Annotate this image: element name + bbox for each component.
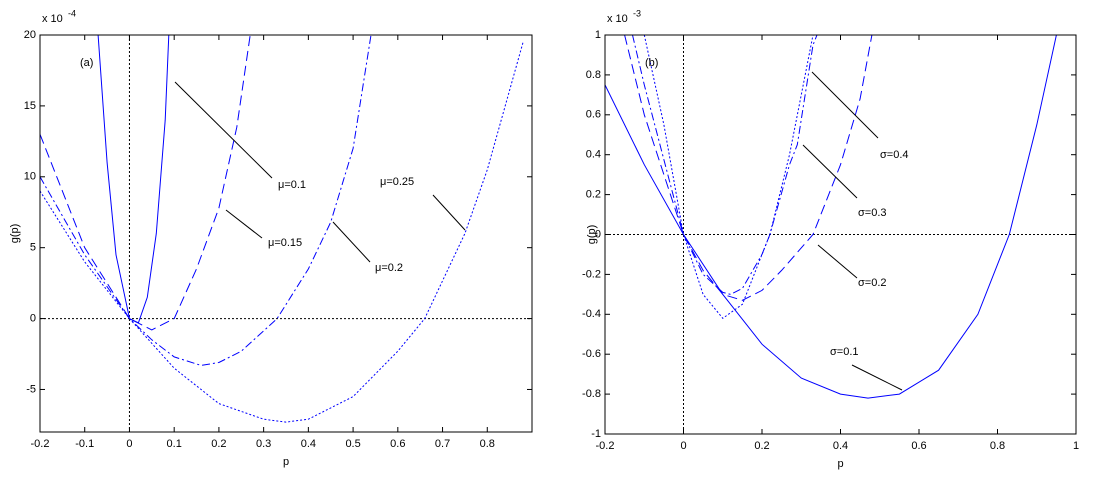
x-tick-label: 0.2 <box>211 438 226 450</box>
curve-label: σ=0.3 <box>858 207 887 219</box>
x-tick-label: 0.8 <box>480 438 495 450</box>
curve <box>40 35 251 331</box>
leader-line <box>817 244 858 279</box>
leader-line <box>332 221 371 263</box>
curve-label: σ=0.2 <box>858 277 887 289</box>
y-tick-label: 0 <box>595 228 601 240</box>
axis-multiplier-exponent: -4 <box>68 8 76 18</box>
curve-label: μ=0.1 <box>278 179 306 191</box>
y-tick-label: 1 <box>595 29 601 41</box>
y-tick-label: 0.2 <box>586 189 601 201</box>
x-tick-label: -0.2 <box>31 438 50 450</box>
leader-line <box>851 364 903 391</box>
y-tick-label: 5 <box>30 242 36 254</box>
y-tick-label: 0.8 <box>586 69 601 81</box>
y-tick-label: -0.8 <box>582 388 601 400</box>
curve <box>40 41 524 423</box>
x-tick-label: 0.6 <box>911 440 926 452</box>
axis-multiplier: x 10 <box>42 13 63 25</box>
x-tick-label: 0.3 <box>256 438 271 450</box>
x-tick-label: 0.4 <box>833 440 848 452</box>
curve <box>632 35 818 295</box>
x-tick-label: 0.7 <box>435 438 450 450</box>
x-tick-label: 0.5 <box>345 438 360 450</box>
y-tick-label: 10 <box>24 171 36 183</box>
axis-multiplier: x 10 <box>607 13 628 25</box>
x-tick-label: 0.1 <box>167 438 182 450</box>
panel-label: (b) <box>645 57 658 69</box>
y-axis-label: g(p) <box>9 224 21 244</box>
x-axis-label: p <box>837 458 843 470</box>
leader-line <box>811 71 879 139</box>
x-tick-label: 0.4 <box>301 438 316 450</box>
curve-label: μ=0.25 <box>380 176 414 188</box>
leader-line <box>225 209 263 239</box>
panel-label: (a) <box>80 57 93 69</box>
plot-area <box>605 35 1057 399</box>
axes-frame <box>39 34 533 433</box>
x-tick-label: 0.6 <box>390 438 405 450</box>
curve-label: μ=0.15 <box>268 237 302 249</box>
x-tick-label: -0.1 <box>75 438 94 450</box>
leader-line <box>802 144 858 199</box>
y-tick-label: -1 <box>591 428 601 440</box>
curve <box>605 35 1057 399</box>
x-tick-label: 0 <box>680 440 686 452</box>
curve-label: μ=0.2 <box>375 262 403 274</box>
y-tick-label: -5 <box>26 383 36 395</box>
y-tick-label: 0.6 <box>586 109 601 121</box>
x-tick-label: 1 <box>1073 440 1079 452</box>
curve <box>624 35 873 301</box>
y-tick-label: 0.4 <box>586 149 601 161</box>
x-tick-label: 0.2 <box>754 440 769 452</box>
y-tick-label: -0.2 <box>582 268 601 280</box>
axis-multiplier-exponent: -3 <box>633 8 641 18</box>
y-tick-label: -0.4 <box>582 308 601 320</box>
y-axis-label: g(p) <box>586 225 598 245</box>
x-tick-label: 0 <box>126 438 132 450</box>
y-tick-label: 15 <box>24 100 36 112</box>
curve-label: σ=0.4 <box>880 149 909 161</box>
curve <box>643 35 814 319</box>
curve-label: σ=0.1 <box>830 346 859 358</box>
y-tick-label: 0 <box>30 312 36 324</box>
leader-line <box>174 81 273 179</box>
x-tick-label: 0.8 <box>990 440 1005 452</box>
y-tick-label: -0.6 <box>582 348 601 360</box>
leader-line <box>432 194 466 231</box>
plot-area <box>40 35 524 423</box>
x-axis-label: p <box>283 456 289 468</box>
x-tick-label: -0.2 <box>596 440 615 452</box>
y-tick-label: 20 <box>24 29 36 41</box>
